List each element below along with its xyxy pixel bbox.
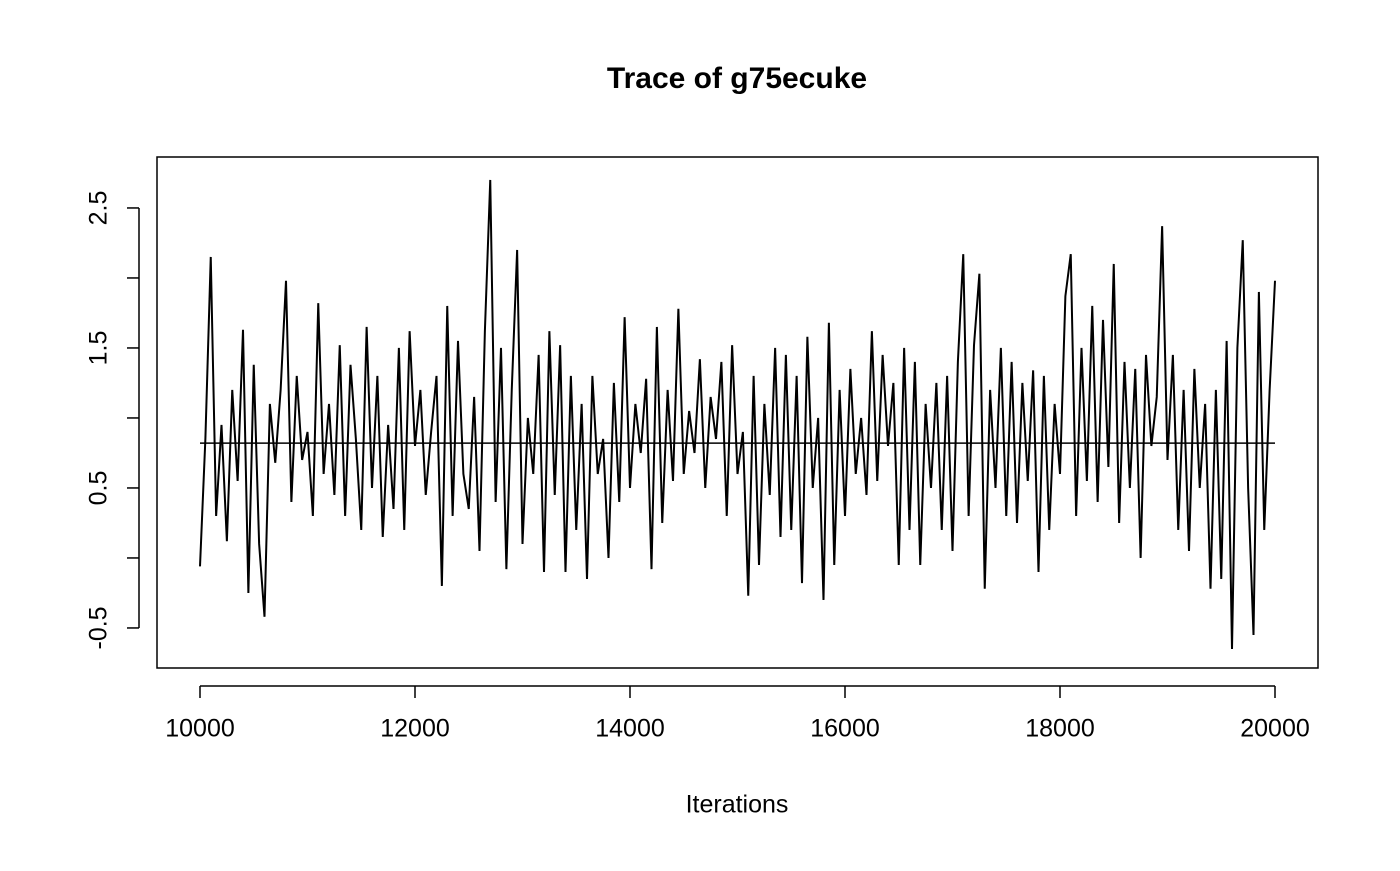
y-tick-label: 0.5 <box>85 471 113 506</box>
x-tick-label: 14000 <box>595 715 665 743</box>
y-tick-label: 1.5 <box>85 331 113 366</box>
x-tick-label: 12000 <box>380 715 450 743</box>
y-tick-label: -0.5 <box>85 606 113 649</box>
plot-box <box>156 156 1319 669</box>
x-axis-label: Iterations <box>686 791 789 819</box>
trace-line <box>199 179 1276 649</box>
chart-title: Trace of g75ecuke <box>607 62 867 95</box>
x-tick-label: 20000 <box>1240 715 1310 743</box>
x-tick-label: 16000 <box>810 715 880 743</box>
x-tick-label: 18000 <box>1025 715 1095 743</box>
y-tick-label: 2.5 <box>85 191 113 226</box>
x-tick-label: 10000 <box>165 715 235 743</box>
